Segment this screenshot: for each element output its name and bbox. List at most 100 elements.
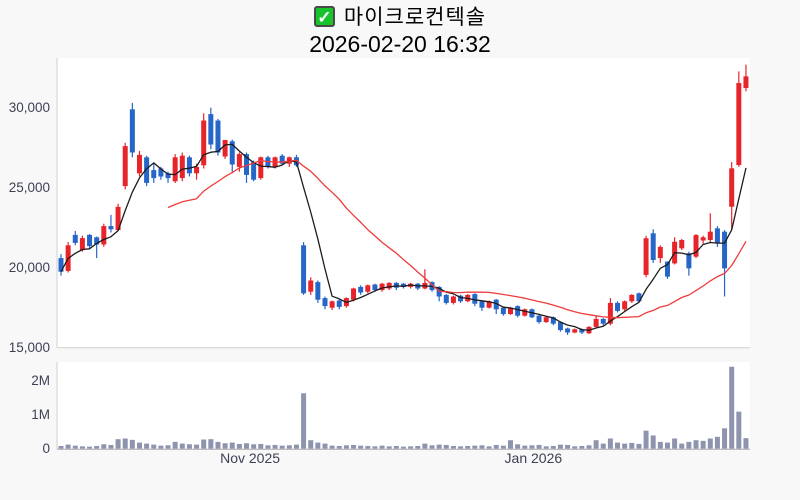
volume-bar [615, 442, 621, 449]
volume-bar [194, 444, 200, 449]
volume-bar [465, 445, 471, 449]
volume-bar [393, 445, 399, 449]
volume-bar [258, 443, 264, 449]
volume-bar [315, 442, 321, 449]
x-axis-month-label: Nov 2025 [220, 450, 280, 466]
checked-checkbox-icon: ✓ [313, 5, 335, 27]
candle-body-down [500, 307, 506, 315]
candle-body-up [201, 120, 207, 166]
volume-bar [729, 366, 735, 449]
candle-body-up [386, 282, 392, 289]
volume-bar [693, 440, 699, 449]
volume-bar [222, 443, 228, 449]
candle-body-down [636, 293, 642, 302]
volume-bar [108, 444, 114, 449]
candle-body-up [693, 235, 699, 257]
candle-body-up [508, 307, 514, 315]
candle-body-down [472, 294, 478, 304]
volume-bar [458, 446, 464, 449]
volume-bar [408, 446, 414, 449]
volume-bar [201, 439, 207, 449]
volume-bar [87, 446, 93, 449]
candle-body-up [194, 166, 200, 174]
volume-bar [508, 440, 514, 449]
ma-fast-line [60, 143, 747, 331]
candle-body-down [108, 226, 114, 230]
volume-bar [522, 445, 528, 449]
volume-bar [643, 430, 649, 449]
volume-bar [486, 446, 492, 449]
candle-body-up [700, 237, 706, 241]
volume-bar [336, 445, 342, 449]
volume-bar [65, 444, 71, 449]
candle-body-up [122, 146, 128, 187]
candle-body-down [579, 329, 585, 333]
candle-body-down [565, 328, 571, 333]
volume-bar [101, 444, 107, 449]
volume-bar [136, 442, 142, 449]
candle-body-down [686, 253, 692, 269]
volume-bar [322, 443, 328, 449]
candle-body-up [522, 309, 528, 316]
candle-body-up [707, 231, 713, 241]
candle-body-up [115, 206, 121, 231]
candle-body-up [236, 154, 242, 167]
volume-bar [736, 411, 742, 449]
volume-bar [251, 444, 257, 449]
candle-body-up [222, 140, 228, 157]
volume-bar [500, 445, 506, 449]
volume-bar [358, 445, 364, 449]
volume-bar [579, 445, 585, 449]
volume-bar [172, 441, 178, 449]
candle-body-down [165, 173, 171, 179]
volume-bar [714, 436, 720, 449]
volume-bar [208, 439, 214, 449]
candle-body-up [450, 296, 456, 303]
candle-body-down [186, 157, 192, 174]
volume-bar [122, 438, 128, 449]
volume-bar [179, 443, 185, 449]
volume-bar [679, 443, 685, 449]
volume-bar [429, 445, 435, 449]
chart-header: ✓ 마이크로컨텍솔 2026-02-20 16:32 [0, 2, 800, 58]
candle-body-down [536, 315, 542, 323]
price-tick-label: 25,000 [9, 180, 50, 195]
candle-body-down [301, 245, 307, 294]
candle-body-down [400, 283, 406, 287]
title-row: ✓ 마이크로컨텍솔 [313, 2, 486, 30]
candle-body-down [94, 237, 100, 245]
volume-bar [72, 445, 78, 449]
candle-body-down [58, 258, 64, 272]
candle-body-down [515, 306, 521, 316]
volume-bar [301, 393, 307, 449]
volume-bar [586, 445, 592, 449]
volume-bar [529, 445, 535, 449]
candle-body-down [550, 317, 556, 324]
candle-body-up [365, 285, 371, 292]
volume-bar [593, 440, 599, 449]
volume-bar [286, 445, 292, 449]
volume-bar [272, 444, 278, 449]
volume-bar [650, 435, 656, 449]
volume-bar [722, 428, 728, 449]
candle-body-down [144, 157, 150, 183]
volume-bar [244, 443, 250, 449]
volume-bar [229, 442, 235, 449]
volume-bar [629, 442, 635, 449]
volume-bar [672, 438, 678, 449]
candle-body-down [358, 286, 364, 293]
candle-body-down [650, 233, 656, 261]
candle-body-down [279, 155, 285, 164]
candle-body-up [572, 329, 578, 333]
candle-body-up [486, 301, 492, 308]
volume-bar [329, 445, 335, 449]
candle-body-up [729, 168, 735, 207]
volume-bar [479, 445, 485, 449]
volume-bar [443, 444, 449, 449]
candle-body-down [251, 162, 257, 180]
chart-datetime: 2026-02-20 16:32 [309, 31, 491, 57]
candle-body-down [615, 302, 621, 311]
price-tick-label: 15,000 [9, 340, 50, 355]
volume-bar [600, 443, 606, 449]
